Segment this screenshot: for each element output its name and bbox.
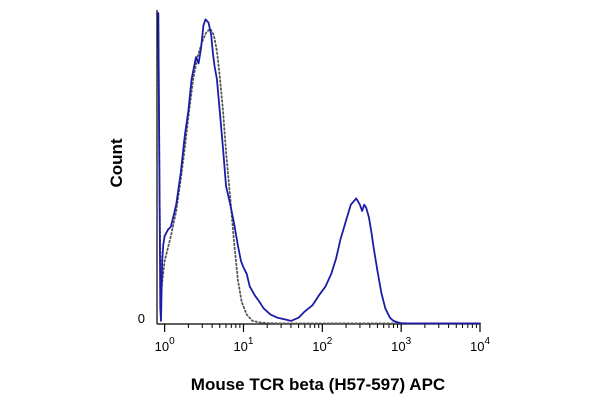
x-tick-exponent: 1 <box>248 336 254 347</box>
y-axis-ticks: 0 <box>138 311 145 326</box>
x-tick-label: 100 <box>155 336 175 354</box>
x-tick-exponent: 0 <box>169 336 175 347</box>
x-tick-exponent: 2 <box>327 336 333 347</box>
x-tick-base: 10 <box>470 339 484 354</box>
x-tick-base: 10 <box>233 339 247 354</box>
x-tick-label: 102 <box>312 336 332 354</box>
x-tick-label: 104 <box>470 336 490 354</box>
control-series-line <box>156 12 481 325</box>
x-tick-exponent: 3 <box>406 336 412 347</box>
y-axis-title: Count <box>107 138 126 187</box>
x-tick-base: 10 <box>391 339 405 354</box>
x-tick-base: 10 <box>155 339 169 354</box>
series-layer <box>156 12 481 325</box>
x-tick-exponent: 4 <box>484 336 490 347</box>
y-tick-label: 0 <box>138 311 145 326</box>
x-tick-label: 101 <box>233 336 253 354</box>
x-axis-ticks: 100 101 102 103 104 <box>155 324 490 354</box>
plot-frame <box>156 10 480 325</box>
x-tick-label: 103 <box>391 336 411 354</box>
stained-series-line <box>156 12 481 325</box>
x-tick-base: 10 <box>312 339 326 354</box>
x-axis-title: Mouse TCR beta (H57-597) APC <box>191 375 445 394</box>
